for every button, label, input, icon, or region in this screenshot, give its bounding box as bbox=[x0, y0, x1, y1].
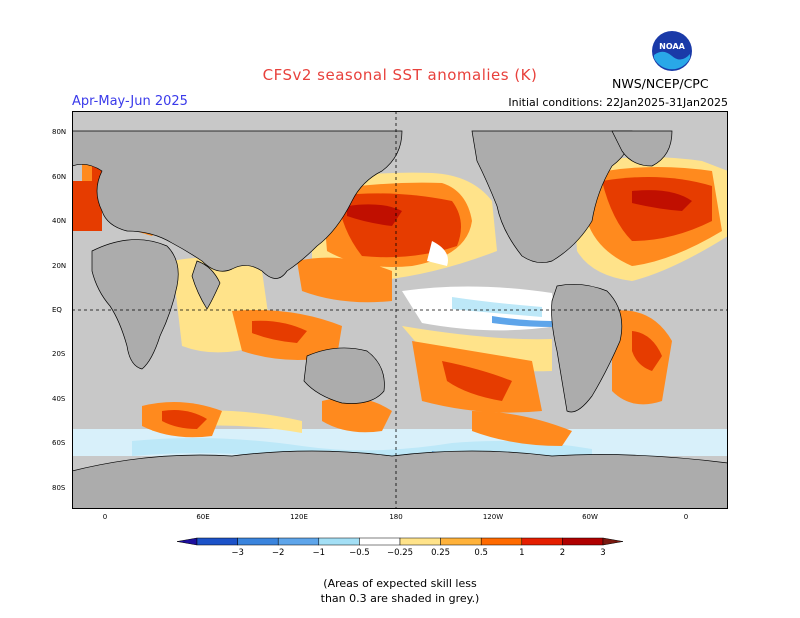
australia-landmass bbox=[303, 347, 385, 404]
map-title: CFSv2 seasonal SST anomalies (K) bbox=[262, 66, 538, 84]
eurasia-landmass bbox=[72, 130, 403, 279]
colorbar-segment bbox=[237, 537, 279, 546]
sst-anomaly-map bbox=[72, 111, 728, 509]
lat-label: 40N bbox=[52, 217, 67, 225]
antarctica-landmass bbox=[72, 450, 728, 509]
lon-label: 120W bbox=[482, 513, 504, 521]
colorbar-segment bbox=[359, 537, 401, 546]
lon-label: 0 bbox=[102, 513, 108, 521]
north-atlantic-warm-anomaly bbox=[572, 157, 728, 281]
colorbar-tick-label: −2 bbox=[272, 548, 285, 558]
lat-label: 20S bbox=[52, 350, 66, 358]
colorbar-segment bbox=[277, 537, 320, 546]
season-label: Apr-May-Jun 2025 bbox=[72, 94, 188, 109]
north-america-landmass bbox=[471, 130, 633, 263]
colorbar-tick-label: 1 bbox=[519, 548, 524, 558]
lon-label: 120E bbox=[290, 513, 308, 521]
noaa-logo-text: NOAA bbox=[659, 42, 685, 51]
skill-note-line-1: (Areas of expected skill less bbox=[323, 577, 477, 590]
colorbar-segment bbox=[562, 537, 604, 546]
continents bbox=[72, 130, 728, 509]
lat-label: EQ bbox=[52, 306, 62, 314]
noaa-logo-icon: NOAA bbox=[652, 31, 692, 71]
north-pacific-warm-anomaly bbox=[312, 172, 497, 281]
lat-label: 80S bbox=[52, 484, 66, 492]
colorbar-segment bbox=[318, 537, 360, 546]
lon-label: 180 bbox=[389, 513, 403, 521]
colorbar-tick-label: −1 bbox=[313, 548, 326, 558]
colorbar-high-end bbox=[602, 537, 624, 546]
india-landmass bbox=[191, 260, 221, 310]
lon-label: 0 bbox=[683, 513, 689, 521]
colorbar-tick-label: −0.5 bbox=[349, 548, 370, 558]
lon-label: 60E bbox=[196, 513, 210, 521]
colorbar-tick-label: 0.25 bbox=[431, 548, 450, 558]
colorbar-tick-label: −3 bbox=[231, 548, 244, 558]
colorbar-tick-label: 0.5 bbox=[474, 548, 488, 558]
south-america-landmass bbox=[551, 284, 623, 413]
africa-landmass bbox=[91, 239, 179, 370]
colorbar-segment bbox=[521, 537, 563, 546]
lat-label: 60N bbox=[52, 173, 67, 181]
lat-label: 40S bbox=[52, 395, 66, 403]
lon-label: 60W bbox=[582, 513, 598, 521]
southern-midlatitude-warm-anomalies bbox=[142, 310, 672, 446]
skill-note-line-2: than 0.3 are shaded in grey.) bbox=[320, 592, 480, 605]
colorbar-tick-label: −0.25 bbox=[387, 548, 413, 558]
colorbar: −3 −2 −1 −0.5 −0.25 0.25 0.5 1 2 3 bbox=[176, 537, 624, 558]
colorbar-tick-label: 2 bbox=[560, 548, 565, 558]
colorbar-segment bbox=[480, 537, 523, 546]
colorbar-low-end bbox=[176, 537, 198, 546]
lat-label: 20N bbox=[52, 262, 67, 270]
colorbar-tick-label: 3 bbox=[600, 548, 605, 558]
skill-note: (Areas of expected skill less than 0.3 a… bbox=[0, 576, 800, 606]
lat-label: 80N bbox=[52, 128, 67, 136]
map-frame bbox=[72, 111, 728, 509]
agency-label: NWS/NCEP/CPC bbox=[612, 76, 709, 91]
initial-conditions-label: Initial conditions: 22Jan2025-31Jan2025 bbox=[508, 96, 728, 109]
lat-label: 60S bbox=[52, 439, 66, 447]
colorbar-segment bbox=[440, 537, 482, 546]
colorbar-segment bbox=[399, 537, 441, 546]
equatorial-pacific-anomalies bbox=[402, 286, 557, 413]
greenland-landmass bbox=[611, 130, 673, 167]
colorbar-segment bbox=[196, 537, 238, 546]
